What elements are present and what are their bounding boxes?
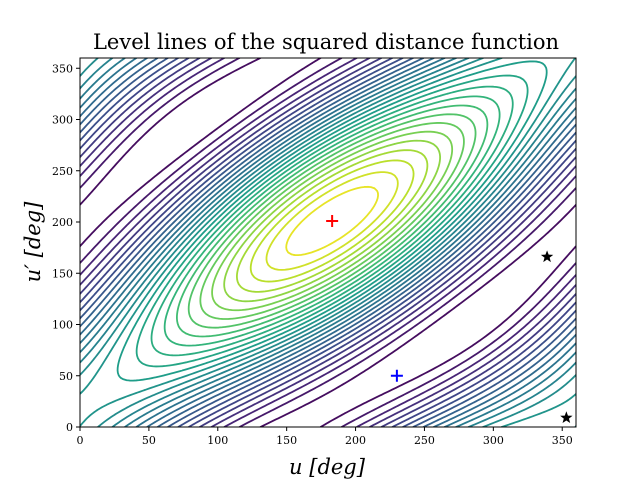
contour-level-line [80, 58, 576, 427]
y-tick-label: 350 [52, 62, 73, 75]
black-star-1-marker [540, 250, 554, 263]
y-tick-label: 200 [52, 216, 73, 229]
y-tick-label: 300 [52, 114, 73, 127]
contour-level-line [116, 60, 548, 382]
contour-level-line [150, 85, 514, 357]
x-axis-ticks: 0 50 100 150 200 250 300 350 [77, 427, 573, 447]
chart-title: Level lines of the squared distance func… [93, 30, 559, 54]
black-star-2-marker [560, 411, 573, 424]
x-axis-label: u [deg] [289, 455, 366, 479]
contour-level-line [199, 122, 465, 320]
contour-level-line [80, 58, 576, 427]
x-tick-label: 100 [207, 434, 228, 447]
x-tick-label: 50 [142, 434, 156, 447]
contour-level-line [80, 58, 576, 427]
contour-level-line [285, 185, 379, 257]
contour-level-line [249, 159, 415, 283]
y-tick-label: 250 [52, 165, 73, 178]
y-tick-label: 100 [52, 319, 73, 332]
contour-level-line [187, 113, 477, 329]
y-tick-label: 0 [66, 421, 73, 434]
red-plus-marker [326, 214, 339, 227]
contour-level-line [176, 104, 489, 338]
blue-plus-marker [390, 369, 403, 382]
contour-level-line [163, 95, 501, 347]
marker-layer [326, 214, 573, 424]
contour-level-line [265, 171, 399, 271]
y-axis-label: u′ [deg] [21, 201, 45, 282]
contour-level-line [223, 139, 441, 303]
plot-frame [79, 57, 577, 428]
contour-level-line [211, 130, 454, 312]
contour-level-line [80, 58, 576, 427]
contour-lines [80, 58, 576, 427]
contour-level-line [236, 149, 429, 293]
y-tick-label: 150 [52, 267, 73, 280]
x-tick-label: 150 [276, 434, 297, 447]
y-axis-ticks: 0 50 100 150 200 250 300 350 [52, 62, 80, 434]
x-tick-label: 300 [483, 434, 504, 447]
x-tick-label: 200 [345, 434, 366, 447]
y-tick-label: 50 [59, 370, 73, 383]
contour-level-line [80, 58, 576, 427]
x-tick-label: 350 [552, 434, 573, 447]
contour-level-line [135, 74, 529, 368]
x-tick-label: 0 [77, 434, 84, 447]
contour-level-line [80, 58, 576, 427]
x-tick-label: 250 [414, 434, 435, 447]
contour-level-line [80, 58, 576, 427]
